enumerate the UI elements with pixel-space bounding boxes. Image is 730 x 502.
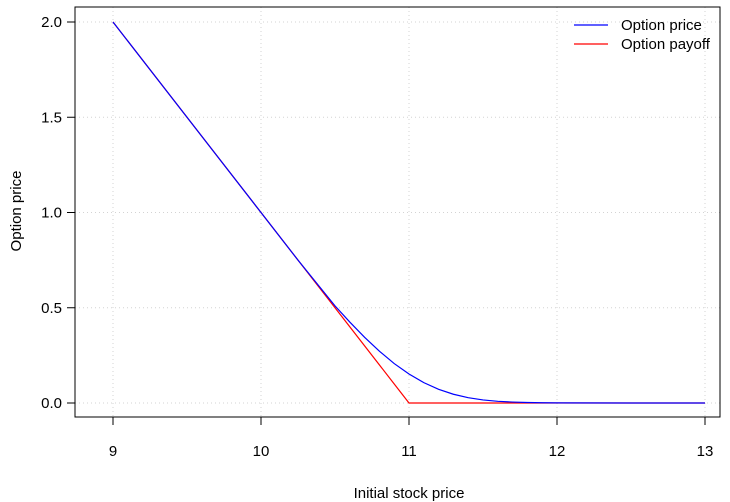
y-tick-label: 0.0: [41, 395, 62, 412]
y-tick-label: 1.0: [41, 205, 62, 222]
series-layer: [112, 21, 705, 404]
y-axis: 0.0 0.5 1.0 1.5 2.0: [41, 14, 76, 412]
x-tick-label: 9: [109, 443, 117, 460]
x-tick-label: 10: [253, 443, 270, 460]
legend: Option price Option payoff: [574, 17, 711, 53]
grid: [75, 7, 720, 417]
series-line-option-price: [112, 21, 705, 404]
legend-label-option-payoff: Option payoff: [621, 36, 711, 53]
x-tick-label: 11: [401, 443, 417, 460]
y-tick-label: 1.5: [41, 109, 62, 126]
x-axis-label: Initial stock price: [354, 485, 465, 502]
y-tick-label: 0.5: [41, 300, 62, 317]
legend-label-option-price: Option price: [621, 17, 702, 34]
y-axis-label: Option price: [8, 171, 25, 252]
x-tick-label: 12: [549, 443, 566, 460]
x-tick-label: 13: [697, 443, 714, 460]
x-axis: 9 10 11 12 13: [109, 416, 714, 460]
y-tick-label: 2.0: [41, 14, 62, 31]
